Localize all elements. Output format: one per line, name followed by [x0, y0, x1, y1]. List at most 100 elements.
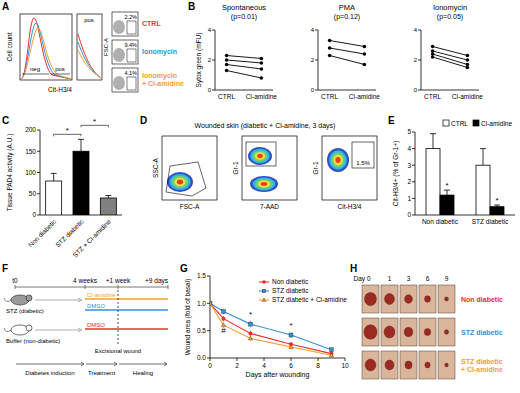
point [249, 322, 253, 326]
wound [384, 326, 395, 338]
y-tick-label: 0 [407, 211, 411, 218]
density-cloud [331, 153, 345, 168]
bar [440, 195, 454, 215]
y-tick [412, 132, 415, 133]
y-tick-label: 0.5 [197, 327, 206, 334]
subtitle: (p=0.01) [231, 13, 257, 21]
y-tick [37, 172, 40, 173]
timeline-tick [118, 285, 119, 289]
point [330, 348, 334, 352]
series-line [433, 54, 468, 65]
panel-letter: F [2, 263, 8, 274]
bar [426, 149, 440, 215]
series-line [227, 56, 262, 59]
point [289, 345, 293, 349]
annotation: # [221, 326, 226, 335]
label: neg [30, 66, 40, 72]
histogram-frame [20, 14, 72, 80]
dot-cloud [113, 20, 125, 34]
dot-plot-frame [242, 136, 297, 200]
treatment-line [85, 298, 168, 300]
legend-label: Non diabetic [272, 278, 309, 285]
row-label: STZ diabetic [461, 329, 503, 336]
y-tick [418, 60, 421, 61]
y-tick [412, 148, 415, 149]
error-bar [494, 205, 500, 207]
y-tick [212, 30, 215, 31]
histogram-curve [21, 23, 71, 79]
y-tick-label: 4 [311, 27, 315, 33]
label: DMSO [87, 322, 105, 328]
row-label: Non diabetic [461, 296, 503, 303]
density-cloud [250, 149, 269, 164]
wound [425, 362, 430, 368]
gate [127, 21, 136, 34]
axis-label: Cit-H3/4 [338, 203, 362, 210]
point [363, 63, 367, 67]
density-cloud [169, 174, 190, 190]
label: DMSO [87, 303, 105, 309]
x-tick-label: CTRL [218, 93, 235, 100]
wound-photo [381, 285, 398, 313]
point [225, 58, 229, 62]
series-line [330, 56, 365, 65]
label: Diabetes induction [25, 370, 74, 376]
label: STZ (diabetic) [6, 308, 44, 314]
axis-label: Wound area (fold of basal) [184, 279, 192, 355]
dot-plot-frame [322, 136, 377, 200]
plot-area [328, 39, 366, 67]
y-tick [412, 165, 415, 166]
row-label: + Cl-amidine [461, 366, 503, 373]
panel-letter: H [350, 263, 357, 274]
gate [127, 77, 136, 90]
bar [100, 198, 116, 215]
wound [425, 296, 431, 302]
title: Ionomycin [433, 3, 467, 12]
x-tick-label: CTRL [424, 93, 441, 100]
density-cloud [174, 178, 185, 187]
wound [365, 359, 376, 371]
y-axis [210, 276, 211, 358]
panel-letter: A [2, 1, 9, 12]
wound-photo [400, 351, 417, 379]
label: Healing [133, 370, 153, 376]
panel-letter: G [180, 263, 188, 274]
x-tick [318, 358, 319, 361]
histogram-curve [21, 28, 71, 79]
y-tick-label: 0 [32, 211, 36, 218]
mouse-icon [26, 325, 32, 331]
x-axis [421, 90, 479, 91]
error-bar [430, 134, 436, 149]
x-tick-label: CTRL [321, 93, 338, 100]
density-cloud [250, 176, 278, 192]
column-header: 9 [445, 275, 449, 282]
wound [445, 297, 449, 301]
panel-letter: B [188, 1, 195, 12]
legend-marker [262, 298, 266, 302]
timeline-tick [15, 285, 16, 289]
density-cloud [329, 150, 347, 169]
error-bar [51, 173, 57, 181]
y-tick [37, 130, 40, 131]
x-tick-label: 0 [208, 362, 212, 369]
legend-label: CTRL [451, 120, 468, 127]
y-tick-label: 150 [25, 148, 36, 155]
y-tick-label: 2 [414, 57, 418, 63]
panel-letter: E [388, 115, 395, 126]
x-tick-label: 10 [341, 362, 349, 369]
title: PMA [339, 3, 355, 12]
density-cloud [257, 154, 263, 158]
series-line [330, 41, 365, 47]
wound-photo [419, 318, 436, 346]
dot-plot-frame [112, 40, 138, 64]
histogram-curve [21, 18, 71, 79]
x-tick-label: Cl-amidine [349, 93, 380, 100]
point [210, 301, 212, 305]
column-header: Day 0 [354, 275, 371, 283]
annotation: * [445, 181, 448, 190]
inset-frame [77, 14, 102, 80]
series-line [433, 57, 468, 68]
label: t0 [12, 277, 18, 284]
legend-swatch [473, 120, 479, 126]
point [225, 63, 229, 67]
